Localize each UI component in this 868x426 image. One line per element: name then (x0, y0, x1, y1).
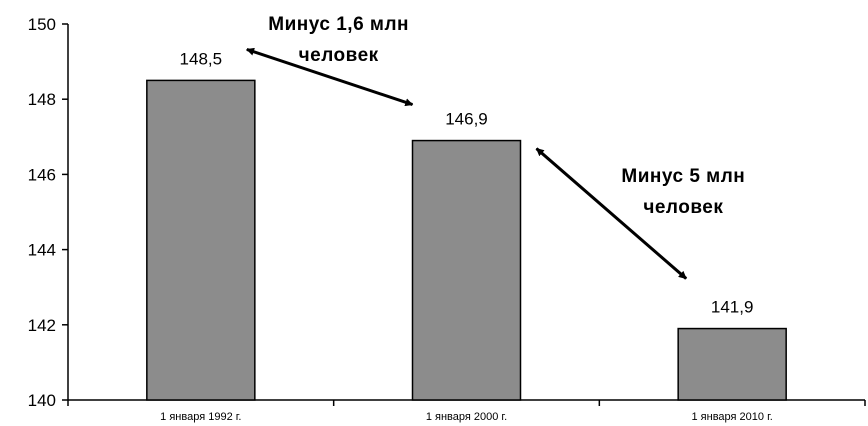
labels: 148,5 1 января 1992 г. 146,9 1 января 2000 … (160, 49, 773, 423)
annotation-arrow (246, 47, 414, 107)
y-tick-label: 142 (28, 316, 56, 335)
y-tick-label: 140 (28, 391, 56, 410)
annotation-arrow (535, 147, 688, 280)
bar (677, 327, 787, 401)
annotation-text: человек (643, 197, 723, 218)
y-tick-label: 150 (28, 15, 56, 34)
bar (146, 79, 256, 401)
data-label: 146,9 (445, 110, 488, 129)
y-tick-label: 144 (28, 241, 56, 260)
data-label: 141,9 (711, 298, 754, 317)
bar (411, 139, 522, 401)
x-tick-label: 1 января 1992 г. (160, 411, 241, 423)
bars (146, 79, 787, 401)
x-tick-label: 1 января 2000 г. (426, 411, 507, 423)
annotation-text: Минус 1,6 млн (268, 14, 409, 35)
y-tick-label: 146 (28, 165, 56, 184)
x-tick-label: 1 января 2010 г. (692, 411, 773, 423)
data-label: 148,5 (180, 49, 223, 68)
annotations: Минус 1,6 млн человек Минус 5 млн человек (246, 14, 745, 280)
annotation-text: человек (299, 45, 379, 66)
y-tick-label: 148 (28, 90, 56, 109)
annotation-text: Минус 5 млн (621, 166, 745, 187)
